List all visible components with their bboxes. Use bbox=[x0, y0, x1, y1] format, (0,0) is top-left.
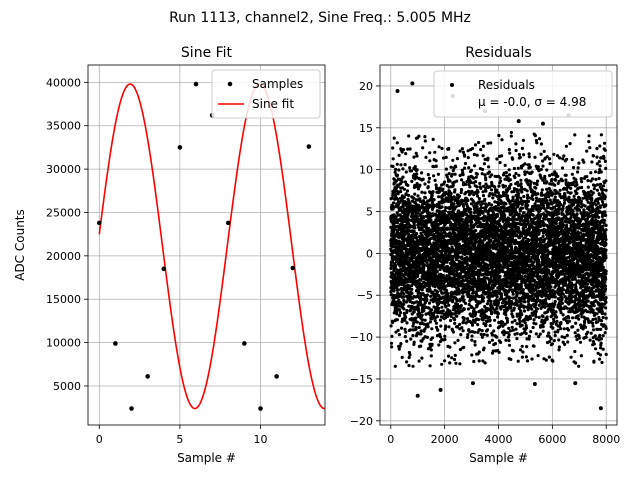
y-tick-label: 10000 bbox=[46, 337, 81, 350]
y-tick-label: 20 bbox=[359, 80, 373, 93]
figure-suptitle: Run 1113, channel2, Sine Freq.: 5.005 MH… bbox=[169, 10, 471, 26]
panel-title: Sine Fit bbox=[181, 45, 233, 61]
residual-points bbox=[389, 130, 608, 368]
y-tick-label: 0 bbox=[366, 247, 373, 260]
x-axis-label: Sample # bbox=[177, 451, 236, 465]
sine-fit-panel: 0 5 10 5000 10000 15000 20000 25000 30000 35000 40… bbox=[13, 45, 326, 465]
plot-area bbox=[96, 81, 325, 411]
legend-residuals-marker bbox=[450, 83, 454, 87]
y-tick-label: 30000 bbox=[46, 163, 81, 176]
y-tick-label: 15 bbox=[359, 122, 373, 135]
residual-outlier bbox=[573, 381, 578, 386]
panel-title: Residuals bbox=[465, 45, 531, 61]
sample-point bbox=[258, 406, 263, 411]
sample-point bbox=[161, 266, 167, 272]
sample-point bbox=[113, 341, 118, 346]
residual-outlier bbox=[470, 381, 475, 386]
residuals-panel: 0 2000 4000 6000 8000 −20 −15 −10 −5 0 5 10 15 20 Resi… bbox=[350, 45, 620, 465]
y-tick-label: −20 bbox=[350, 415, 373, 428]
y-tick-label: 20000 bbox=[46, 250, 81, 263]
residual-outlier bbox=[598, 406, 603, 411]
y-tick-label: 25000 bbox=[46, 206, 81, 219]
y-tick-label: 10 bbox=[359, 164, 373, 177]
x-tick-label: 5 bbox=[176, 433, 183, 446]
x-tick-label: 6000 bbox=[538, 433, 566, 446]
x-tick-label: 8000 bbox=[592, 433, 620, 446]
y-tick-label: 15000 bbox=[46, 293, 81, 306]
x-tick-label: 2000 bbox=[431, 433, 459, 446]
residual-outlier bbox=[395, 88, 400, 93]
legend-box bbox=[433, 70, 613, 118]
residual-outlier bbox=[438, 387, 443, 392]
legend-samples-label: Samples bbox=[252, 77, 303, 91]
legend-samples-marker bbox=[227, 81, 233, 87]
x-tick-label: 4000 bbox=[485, 433, 513, 446]
sine-fit-line bbox=[98, 83, 325, 410]
sample-point bbox=[145, 374, 150, 379]
y-tick-label: −15 bbox=[350, 373, 373, 386]
sample-point bbox=[274, 374, 279, 379]
sample-point bbox=[129, 406, 134, 411]
y-axis-label: ADC Counts bbox=[13, 209, 27, 281]
residual-outlier bbox=[532, 381, 537, 386]
residual-outlier bbox=[415, 393, 420, 398]
residual-outlier bbox=[540, 121, 545, 126]
y-tick-label: 40000 bbox=[46, 76, 81, 89]
sample-point bbox=[290, 265, 296, 271]
sample-point bbox=[193, 81, 199, 87]
x-axis-label: Sample # bbox=[469, 451, 528, 465]
sample-point bbox=[242, 341, 247, 346]
y-tick-label: −5 bbox=[357, 289, 373, 302]
legend-residuals-stats: μ = -0.0, σ = 4.98 bbox=[478, 95, 586, 109]
residual-outlier bbox=[516, 119, 521, 124]
sample-point bbox=[177, 145, 183, 150]
y-tick-label: 5 bbox=[366, 206, 373, 219]
x-tick-label: 0 bbox=[96, 433, 103, 446]
legend-sine-fit-label: Sine fit bbox=[252, 97, 294, 111]
residual-outlier bbox=[410, 81, 415, 86]
sample-point bbox=[306, 144, 312, 149]
sample-point bbox=[225, 220, 231, 226]
legend-residuals-label: Residuals bbox=[478, 78, 535, 92]
sample-point bbox=[96, 220, 102, 226]
y-tick-label: 5000 bbox=[53, 380, 81, 393]
y-tick-label: −10 bbox=[350, 331, 373, 344]
x-tick-label: 10 bbox=[254, 433, 268, 446]
legend-box bbox=[211, 69, 321, 119]
y-tick-label: 35000 bbox=[46, 120, 81, 133]
x-tick-label: 0 bbox=[387, 433, 394, 446]
axes-frame bbox=[87, 64, 326, 426]
